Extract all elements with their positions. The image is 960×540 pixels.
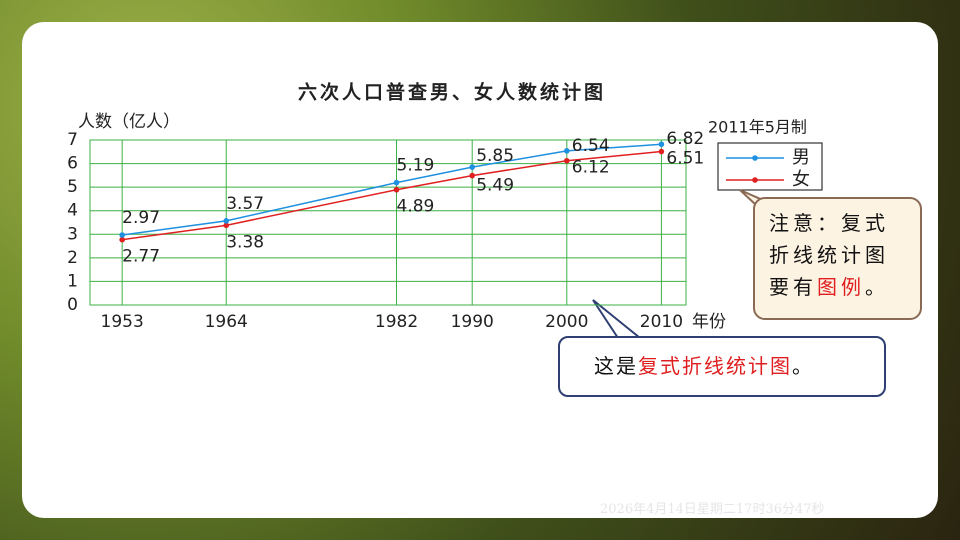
y-tick-label: 1 xyxy=(67,271,78,291)
legend-box xyxy=(717,142,823,191)
data-label: 5.19 xyxy=(397,156,435,176)
legend-label: 女 xyxy=(792,169,810,190)
timestamp: 2026年4月14日星期二17时36分47秒 xyxy=(600,502,825,517)
data-label: 2.77 xyxy=(122,247,160,267)
callout-text: 图例 xyxy=(817,275,865,299)
data-label: 2.97 xyxy=(122,208,160,228)
data-label: 6.82 xyxy=(666,129,704,149)
y-tick-label: 4 xyxy=(67,201,78,221)
point xyxy=(223,222,230,229)
data-label: 3.57 xyxy=(226,194,264,214)
note: 2011年5月制 xyxy=(708,118,807,137)
point xyxy=(119,232,125,238)
data-label: 4.89 xyxy=(397,197,435,217)
point xyxy=(469,172,475,179)
series-line xyxy=(122,143,662,236)
tip-callout: 这是复式折线统计图。 xyxy=(558,336,886,397)
x-axis-label: 年份 xyxy=(692,312,726,332)
callout-text: 。 xyxy=(865,275,889,299)
data-label: 6.51 xyxy=(666,149,704,169)
data-label: 6.54 xyxy=(572,136,610,156)
y-tick-label: 3 xyxy=(67,224,78,244)
legend-dot xyxy=(752,177,758,183)
chart-title: 六次人口普查男、女人数统计图 xyxy=(298,81,606,104)
series-line xyxy=(122,150,662,241)
y-tick-label: 6 xyxy=(67,154,78,174)
legend-label: 男 xyxy=(792,147,810,168)
y-tick-label: 0 xyxy=(67,295,78,315)
y-tick-label: 2 xyxy=(67,248,78,268)
point xyxy=(658,141,665,148)
point xyxy=(393,179,400,186)
point xyxy=(469,164,475,170)
x-tick-label: 1953 xyxy=(101,312,144,332)
y-tick-label: 7 xyxy=(67,130,78,150)
x-tick-label: 1982 xyxy=(375,312,418,332)
callout-text: 。 xyxy=(792,354,814,378)
data-label: 6.12 xyxy=(572,158,610,178)
callout-text: 这是 xyxy=(594,354,638,378)
callout-text: 注意：复式折线统计图要有 xyxy=(769,211,889,299)
data-label: 3.38 xyxy=(226,232,264,252)
data-label: 5.85 xyxy=(476,146,514,166)
x-tick-label: 1990 xyxy=(451,312,494,332)
point xyxy=(658,148,665,155)
point xyxy=(119,236,125,243)
legend-dot xyxy=(752,155,758,161)
point xyxy=(564,157,570,164)
x-tick-label: 2010 xyxy=(640,312,683,332)
y-axis-label: 人数（亿人） xyxy=(78,112,180,132)
note-callout: 注意：复式折线统计图要有图例。 xyxy=(753,197,922,320)
data-label: 5.49 xyxy=(476,176,514,196)
x-tick-label: 2000 xyxy=(545,312,588,332)
point xyxy=(564,148,570,154)
y-tick-label: 5 xyxy=(67,177,78,197)
x-tick-label: 1964 xyxy=(205,312,248,332)
callout-text: 复式折线统计图 xyxy=(638,354,792,378)
point xyxy=(223,218,230,224)
point xyxy=(393,186,400,193)
tip-pointer xyxy=(592,299,643,339)
